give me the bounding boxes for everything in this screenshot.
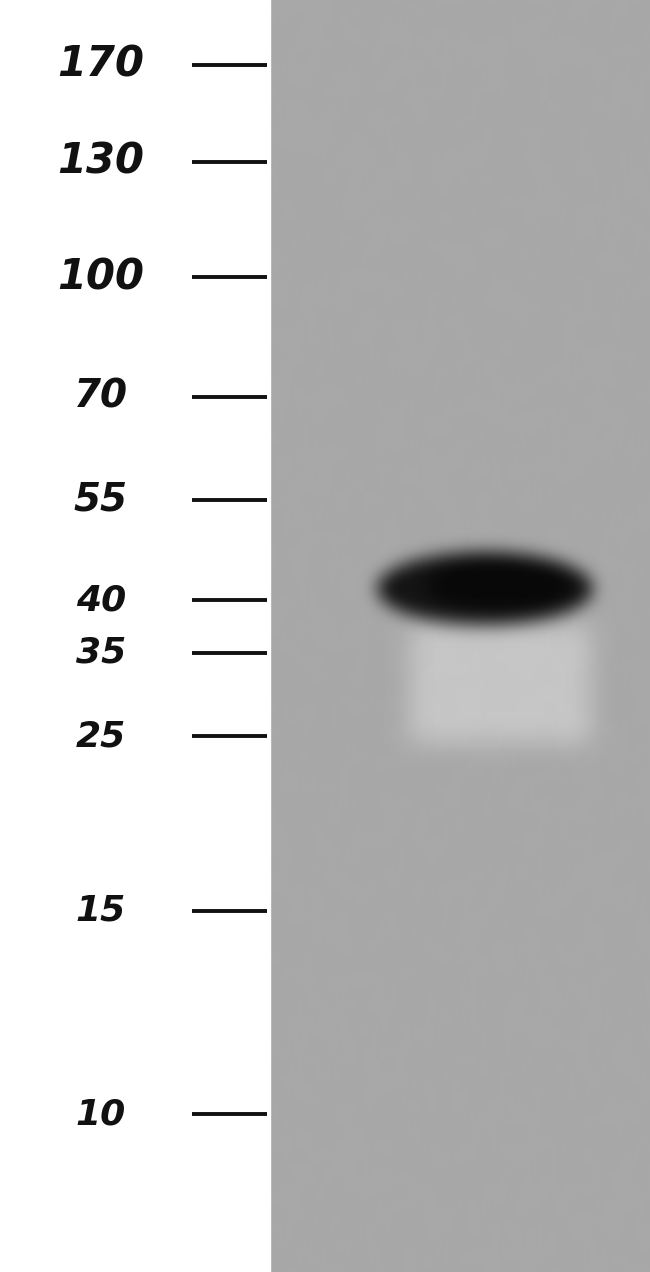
Text: 15: 15 <box>75 894 126 927</box>
Text: 130: 130 <box>57 140 144 183</box>
Bar <box>0 0 270 1272</box>
Text: 10: 10 <box>75 1098 126 1131</box>
Text: 170: 170 <box>57 43 144 86</box>
Text: 100: 100 <box>57 256 144 299</box>
Text: 40: 40 <box>75 584 126 617</box>
Text: 25: 25 <box>75 720 126 753</box>
Text: 35: 35 <box>75 636 126 669</box>
Text: 70: 70 <box>73 378 128 416</box>
Text: 55: 55 <box>73 481 128 519</box>
Bar <box>0 0 270 1272</box>
